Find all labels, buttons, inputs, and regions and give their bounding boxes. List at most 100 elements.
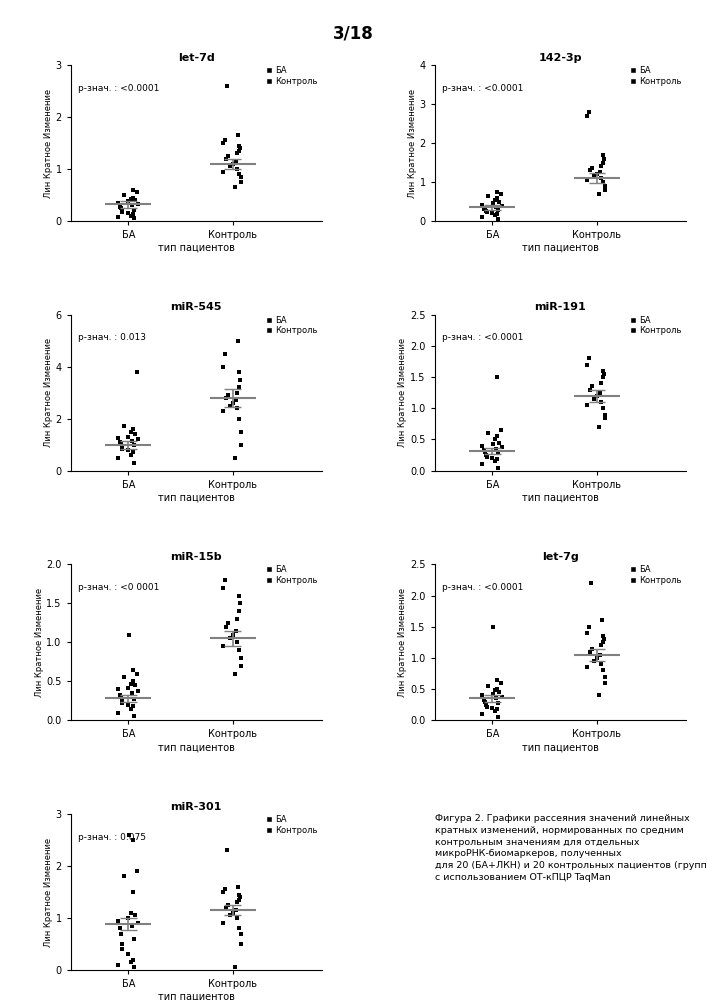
Point: [600, 407, 611, 423]
Point: [230, 392, 242, 408]
Point: [582, 659, 593, 675]
Legend: БА, Контроль: БА, Контроль: [630, 316, 682, 335]
Point: [493, 435, 505, 451]
Point: [128, 437, 139, 453]
Point: [489, 682, 501, 698]
Point: [230, 623, 242, 639]
Point: [116, 200, 127, 216]
Point: [496, 689, 508, 705]
Point: [599, 151, 610, 167]
Point: [127, 832, 139, 848]
Point: [491, 441, 502, 457]
Point: [595, 656, 607, 672]
Point: [127, 662, 139, 678]
Point: [234, 166, 245, 182]
Point: [218, 915, 229, 931]
Point: [129, 907, 141, 923]
X-axis label: тип пациентов: тип пациентов: [158, 742, 235, 752]
Point: [489, 192, 501, 208]
Point: [235, 169, 247, 185]
Point: [114, 199, 125, 215]
Point: [595, 394, 607, 410]
Point: [114, 687, 125, 703]
Point: [492, 460, 503, 476]
Point: [482, 188, 493, 204]
Point: [589, 168, 600, 184]
Point: [596, 158, 607, 174]
Point: [477, 197, 488, 213]
Point: [129, 426, 141, 442]
Point: [132, 863, 143, 879]
Point: [480, 203, 491, 219]
X-axis label: тип пациентов: тип пациентов: [158, 992, 235, 1000]
Point: [480, 697, 491, 713]
Point: [235, 658, 247, 674]
Point: [592, 650, 603, 666]
Point: [597, 369, 609, 385]
Point: [132, 431, 144, 447]
Point: [219, 132, 230, 148]
Point: [128, 931, 139, 947]
Point: [225, 158, 236, 174]
Point: [118, 868, 129, 884]
Point: [488, 619, 499, 635]
Point: [599, 366, 610, 382]
Point: [123, 193, 134, 209]
Point: [235, 595, 246, 611]
Point: [116, 936, 127, 952]
Point: [219, 572, 230, 588]
Point: [597, 147, 608, 163]
Point: [132, 666, 143, 682]
X-axis label: тип пациентов: тип пациентов: [522, 243, 599, 253]
Point: [218, 638, 229, 654]
Point: [116, 439, 127, 455]
Y-axis label: Лин Кратное Изменение: Лин Кратное Изменение: [408, 88, 416, 198]
Legend: БА, Контроль: БА, Контроль: [630, 66, 682, 86]
Point: [229, 450, 240, 466]
Point: [128, 952, 139, 968]
Point: [132, 196, 144, 212]
Point: [585, 644, 596, 660]
Point: [496, 422, 507, 438]
Point: [122, 697, 134, 713]
Point: [125, 676, 136, 692]
Point: [596, 375, 607, 391]
Point: [218, 884, 229, 900]
Point: [597, 634, 609, 650]
Text: p-знач. : 0.013: p-знач. : 0.013: [78, 333, 146, 342]
Point: [223, 148, 234, 164]
Point: [128, 202, 139, 218]
Point: [125, 447, 136, 463]
Point: [477, 209, 488, 225]
Point: [589, 653, 600, 669]
Point: [492, 211, 503, 227]
Point: [128, 455, 139, 471]
Point: [125, 191, 136, 207]
Text: Фигура 2. Графики рассеяния значений линейных
кратных изменений, нормированных п: Фигура 2. Графики рассеяния значений лин…: [435, 814, 707, 882]
Point: [231, 634, 243, 650]
Point: [233, 603, 245, 619]
Point: [112, 705, 124, 721]
Point: [125, 905, 136, 921]
Point: [112, 681, 124, 697]
Point: [600, 410, 611, 426]
Point: [231, 161, 243, 177]
Point: [491, 199, 502, 215]
Point: [132, 364, 143, 380]
X-axis label: тип пациентов: тип пациентов: [522, 492, 599, 502]
Point: [496, 675, 507, 691]
Point: [582, 108, 593, 124]
Point: [235, 424, 247, 440]
Point: [233, 588, 244, 604]
Point: [231, 400, 243, 416]
Point: [117, 941, 128, 957]
Point: [582, 397, 593, 413]
Point: [597, 363, 608, 379]
Point: [582, 357, 593, 373]
Point: [486, 205, 498, 221]
Legend: БА, Контроль: БА, Контроль: [266, 316, 317, 335]
Point: [487, 686, 498, 702]
Point: [491, 681, 503, 697]
Point: [235, 926, 247, 942]
Title: miR-15b: miR-15b: [170, 552, 222, 562]
